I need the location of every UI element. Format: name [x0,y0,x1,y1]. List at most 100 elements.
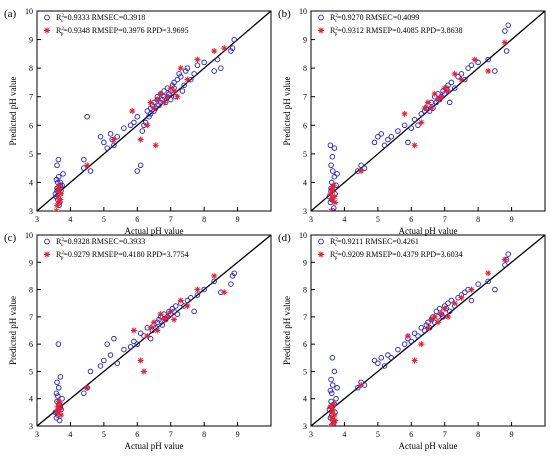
prediction-point [171,316,178,323]
calibration-point [184,297,191,304]
legend-sup: 2 [335,238,338,243]
y-tick-label: 8 [29,286,33,295]
calibration-point [331,368,338,375]
calibration-point [436,305,443,312]
legend-r: R [330,26,336,35]
legend-entry: R2 p=0.9348 RMSEP=0.3976 RPD=3.9695 [56,26,189,37]
legend-sub: c [61,19,64,24]
prediction-point [328,423,335,426]
calibration-point [329,153,336,160]
asterisk-stroke [178,65,184,71]
calibration-point [107,131,114,137]
asterisk-stroke [141,368,147,374]
calibration-point [146,113,152,120]
calibration-point [329,382,336,388]
asterisk-stroke [502,39,508,45]
x-tick-label: 4 [342,215,346,224]
calibration-point [87,368,94,375]
asterisk-stroke [151,319,157,325]
asterisk-stroke [144,333,150,339]
asterisk-stroke [44,252,50,257]
one-to-one-line [37,235,271,426]
legend-entry: R2 c=0.9333 RMSEC=0.3918 [56,13,145,24]
asterisk-stroke [435,319,441,325]
x-tick-label: 8 [476,430,480,439]
asterisk-stroke [161,99,167,105]
y-tick-label: 3 [29,207,33,216]
x-tick-label: 6 [135,430,139,439]
panel-label: (d) [278,232,291,244]
calibration-point [53,176,60,183]
asterisk-stroke [327,404,333,410]
x-tick-label: 6 [409,215,413,224]
calibration-point [502,262,508,268]
legend-stats: =0.9312 RMSEP=0.4085 RPD=3.8638 [337,26,462,35]
calibration-point [381,363,388,369]
prediction-point [431,90,438,97]
prediction-point [140,368,147,375]
prediction-point [332,199,339,206]
calibration-point [502,28,508,34]
x-tick-label: 9 [510,215,514,224]
prediction-point [58,190,65,197]
calibration-point [505,251,511,257]
x-axis-label: Actual pH value [399,441,458,451]
calibration-point [425,319,431,326]
x-tick-label: 7 [169,430,173,439]
calibration-point [169,82,176,89]
prediction-point [164,93,171,100]
prediction-point [137,357,144,364]
asterisk-stroke [422,105,428,111]
prediction-point [428,105,435,112]
calibration-point [329,168,336,174]
asterisk-stroke [458,295,464,301]
legend-stats: =0.9209 RMSEP=0.4379 RPD=3.6034 [337,250,462,259]
calibration-point [84,113,90,120]
prediction-point [328,208,335,211]
prediction-point [57,401,64,408]
prediction-point [151,105,157,112]
asterisk-stroke [332,418,338,423]
series-prediction [327,39,508,211]
asterisk-stroke [55,208,59,211]
calibration-point [55,385,62,391]
calibration-point [465,65,471,71]
x-tick-label: 5 [376,430,380,439]
calibration-point [421,327,428,334]
calibration-point [458,71,465,77]
asterisk-stroke [418,341,424,347]
legend-r: R [330,250,336,259]
calibration-point [137,162,144,169]
calibration-point [137,330,144,336]
asterisk-stroke [55,185,61,191]
calibration-point [231,270,237,276]
legend-r: R [56,26,62,35]
calibration-point [191,71,197,77]
panel-4: 3 4 5 6 7 8 9 3 4 5 6 7 8 9 10 Actual pH value Predicted… [278,231,546,451]
calibration-point [333,395,339,402]
calibration-point [139,128,146,134]
prediction-point [154,327,161,334]
calibration-point [492,68,498,74]
calibration-point [334,385,340,391]
calibration-point [378,355,384,361]
calibration-point [418,325,425,331]
calibration-point [121,125,127,131]
legend-sup: 2 [61,14,64,19]
asterisk-stroke [442,306,448,312]
asterisk-stroke [221,289,227,295]
prediction-point [329,409,336,416]
x-tick-label: 6 [135,215,139,224]
y-tick-label: 3 [303,422,307,431]
legend-sub: p [335,32,338,37]
calibration-point [371,139,378,146]
x-tick-label: 4 [68,215,72,224]
calibration-point [375,360,381,366]
legend-asterisk-icon [318,251,324,258]
y-tick-label: 8 [303,286,307,295]
panel-2: 3 4 5 6 7 8 9 3 4 5 6 7 8 9 10 Actual pH value Predicted… [278,7,546,236]
calibration-point [218,65,224,71]
legend-circle-icon [44,238,50,245]
asterisk-stroke [445,88,451,94]
calibration-point [60,171,66,177]
